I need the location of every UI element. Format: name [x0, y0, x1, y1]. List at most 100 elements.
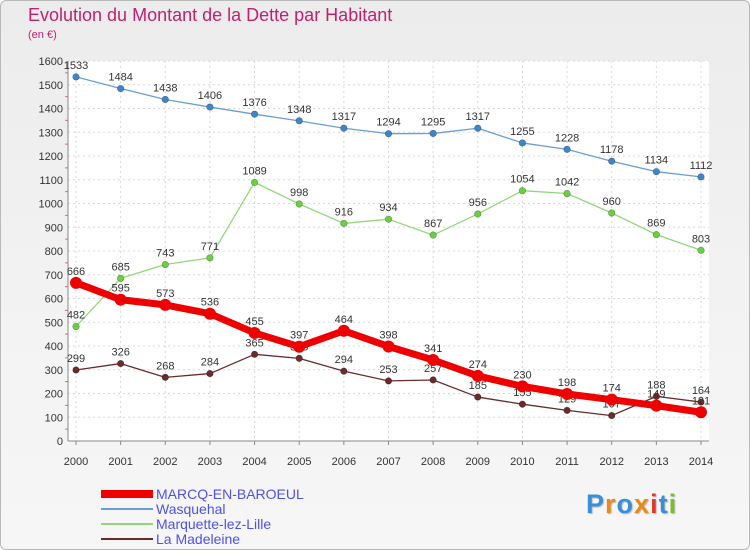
legend-label: La Madeleine — [156, 531, 241, 547]
data-point — [384, 215, 393, 223]
data-point — [561, 387, 574, 400]
x-tick-label: 2011 — [555, 456, 579, 468]
data-point — [72, 322, 80, 331]
y-tick-label: 1000 — [39, 199, 63, 211]
data-label: 1295 — [421, 116, 445, 128]
y-tick-label: 1600 — [39, 56, 63, 68]
data-label: 1406 — [198, 90, 222, 102]
data-point — [563, 406, 571, 414]
data-label: 274 — [469, 359, 487, 371]
data-point — [161, 373, 169, 381]
data-label: 398 — [379, 329, 397, 341]
data-label: 1317 — [466, 111, 490, 123]
data-point — [384, 377, 393, 385]
data-point — [697, 173, 705, 181]
y-tick-label: 1500 — [39, 80, 63, 92]
data-point — [518, 187, 527, 195]
data-label: 188 — [647, 379, 665, 391]
data-point — [72, 366, 80, 374]
data-point — [250, 350, 259, 358]
data-point — [206, 103, 214, 111]
data-point — [161, 95, 169, 104]
x-tick-label: 2001 — [108, 456, 132, 468]
x-tick-label: 2008 — [421, 456, 445, 468]
data-point — [295, 200, 303, 208]
legend-label: Wasquehal — [156, 501, 226, 517]
data-point — [117, 359, 125, 368]
x-tick-label: 2013 — [644, 456, 668, 468]
data-point — [114, 293, 127, 306]
y-tick-label: 100 — [45, 412, 63, 424]
data-label: 253 — [379, 364, 397, 376]
data-point — [518, 400, 527, 408]
data-label: 164 — [692, 385, 710, 397]
x-tick-label: 2014 — [689, 456, 713, 468]
y-tick-label: 1300 — [39, 127, 63, 139]
data-point — [384, 130, 393, 138]
data-label: 1134 — [645, 155, 669, 167]
data-label: 397 — [290, 330, 308, 342]
data-point — [697, 246, 705, 254]
data-point — [608, 157, 616, 165]
data-label: 573 — [156, 288, 174, 300]
data-point — [563, 145, 571, 153]
data-label: 482 — [67, 310, 85, 322]
data-label: 268 — [156, 360, 174, 372]
data-point — [250, 178, 259, 186]
y-tick-label: 1400 — [39, 104, 63, 116]
data-point — [295, 117, 303, 125]
legend-label: MARCQ-EN-BAROEUL — [156, 486, 304, 502]
data-label: 536 — [201, 297, 219, 309]
y-tick-label: 500 — [45, 317, 63, 329]
data-point — [248, 326, 261, 339]
data-label: 1255 — [510, 126, 534, 138]
x-tick-label: 2003 — [198, 456, 222, 468]
y-tick-label: 900 — [45, 222, 63, 234]
data-label: 1317 — [332, 111, 356, 123]
data-point — [337, 324, 350, 337]
data-label: 595 — [111, 283, 129, 295]
data-label: 1228 — [555, 132, 579, 144]
data-label: 998 — [290, 187, 308, 199]
x-tick-label: 2007 — [376, 456, 400, 468]
data-label: 916 — [335, 206, 353, 218]
data-label: 960 — [603, 196, 621, 208]
y-tick-label: 300 — [45, 365, 63, 377]
x-tick-label: 2005 — [287, 456, 311, 468]
chart-subtitle: (en €) — [28, 29, 57, 41]
series-marcq-en-baroeul: 666 595 573 536 455 397 464 398 341 274 230 198 174 1… — [67, 266, 710, 419]
data-label: 230 — [513, 369, 531, 381]
data-label: 1112 — [690, 160, 713, 172]
data-label: 185 — [469, 380, 487, 392]
data-label: 198 — [558, 377, 576, 389]
y-tick-label: 1100 — [39, 175, 63, 187]
data-label: 326 — [111, 347, 129, 359]
data-label: 956 — [469, 197, 487, 209]
series-marquette-lez-lille: 482 685 743 771 1089 998 916 934 867 956 1054 1042 9… — [67, 165, 710, 331]
y-tick-label: 600 — [45, 294, 63, 306]
data-label: 341 — [424, 343, 442, 355]
data-point — [250, 110, 259, 118]
data-point — [117, 84, 125, 93]
data-label: 867 — [424, 218, 442, 230]
x-tick-label: 2012 — [599, 456, 623, 468]
data-label: 1042 — [555, 177, 579, 189]
legend-swatch — [101, 523, 153, 525]
x-tick-label: 2002 — [153, 456, 177, 468]
data-label: 299 — [67, 353, 85, 365]
y-tick-label: 700 — [45, 270, 63, 282]
data-point — [652, 168, 660, 176]
data-label: 934 — [379, 202, 397, 214]
data-label: 685 — [111, 261, 129, 273]
data-point — [340, 367, 348, 375]
data-point — [159, 298, 172, 311]
data-point — [608, 209, 616, 217]
data-point — [474, 210, 482, 218]
data-point — [697, 398, 705, 406]
data-label: 464 — [335, 314, 353, 326]
data-point — [429, 376, 437, 384]
data-label: 365 — [245, 337, 263, 349]
data-point — [293, 340, 306, 353]
